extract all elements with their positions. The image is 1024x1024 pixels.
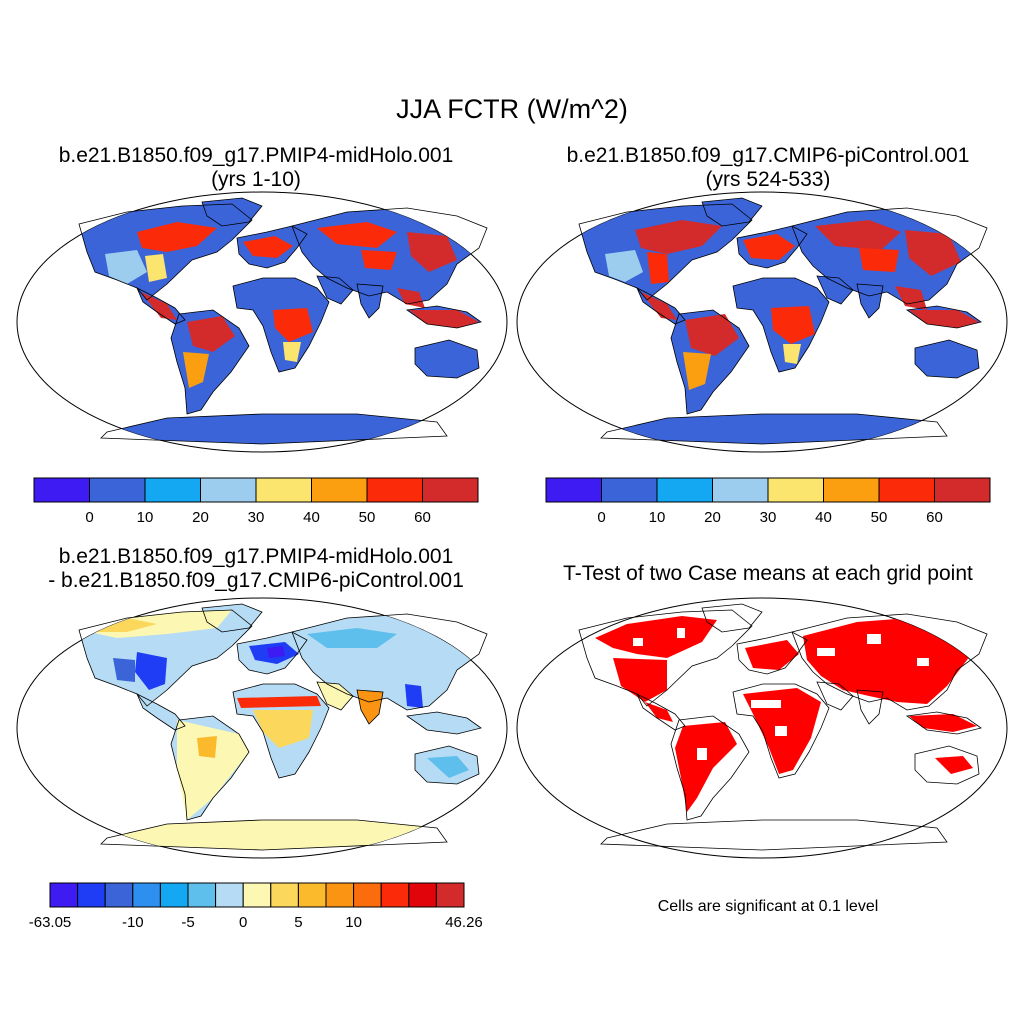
panel1-title: b.e21.B1850.f09_g17.PMIP4-midHolo.001 (y…	[0, 144, 512, 192]
panel1-colorbar-tick-label: 10	[137, 509, 154, 526]
panel3-colorbar-tick-label: -5	[181, 914, 194, 931]
panel1-map	[16, 191, 508, 453]
panel2-colorbar-swatch	[878, 477, 935, 503]
panel1-colorbar-swatch	[144, 477, 201, 503]
panel4-map	[516, 597, 1008, 859]
panel1-colorbar-swatch	[366, 477, 423, 503]
panel3-colorbar-swatch	[380, 882, 410, 908]
panel1-colorbar-tick-label: 20	[192, 509, 209, 526]
panel3-colorbar: -63.05 -10 -5 0 5 10 46.26	[29, 882, 483, 931]
panel1-colorbar-swatch	[255, 477, 312, 503]
panel2-colorbar-swatch	[601, 477, 658, 503]
panel3-colorbar-tick-label: -10	[122, 914, 144, 931]
figure-title: JJA FCTR (W/m^2)	[396, 94, 628, 124]
panel1-title-line2: (yrs 1-10)	[211, 168, 301, 191]
panel4-title: T-Test of two Case means at each grid po…	[512, 562, 1024, 586]
panel2-colorbar-tick-label: 20	[704, 509, 721, 526]
panel2-colorbar-tick-label: 60	[926, 509, 943, 526]
panel2-colorbar: 0 10 20 30 40 50 60	[545, 477, 991, 526]
panel1-colorbar-swatch	[311, 477, 368, 503]
panel3-colorbar-tick-label: 10	[345, 914, 362, 931]
panel2-map	[516, 191, 1008, 453]
panel1-colorbar-swatch	[200, 477, 257, 503]
panel2-colorbar-swatch	[712, 477, 769, 503]
panel3-colorbar-swatch	[325, 882, 355, 908]
panel3-colorbar-swatch	[132, 882, 161, 908]
panel3-map	[16, 597, 508, 859]
panel1-colorbar: 0 10 20 30 40 50 60	[33, 477, 479, 526]
panel3-colorbar-swatch	[297, 882, 327, 908]
panel2-colorbar-tick-label: 10	[649, 509, 666, 526]
panel3-colorbar-tick-label: 5	[294, 914, 302, 931]
panel3-title: b.e21.B1850.f09_g17.PMIP4-midHolo.001 - …	[0, 545, 512, 593]
panel3-colorbar-swatch	[435, 882, 465, 908]
panel1-title-line1: b.e21.B1850.f09_g17.PMIP4-midHolo.001	[58, 144, 454, 167]
panel3-colorbar-swatch	[159, 882, 189, 908]
panel3-colorbar-swatch	[104, 882, 134, 908]
panel1-colorbar-swatch	[89, 477, 146, 503]
panel2-colorbar-swatch	[767, 477, 824, 503]
panel2-colorbar-swatch	[545, 477, 602, 503]
panel3-colorbar-swatch	[187, 882, 217, 908]
panel3-colorbar-tick-label: 46.26	[445, 914, 483, 931]
panel1-colorbar-tick-label: 50	[359, 509, 376, 526]
panel3-colorbar-tick-label: 0	[239, 914, 247, 931]
panel2-colorbar-swatch	[823, 477, 880, 503]
panel3-colorbar-tick-label: -63.05	[29, 914, 72, 931]
panel1-colorbar-tick-label: 30	[248, 509, 265, 526]
panel2-colorbar-tick-label: 50	[871, 509, 888, 526]
panel3-colorbar-swatch	[49, 882, 79, 908]
panel1-colorbar-swatch	[422, 477, 479, 503]
panel2-colorbar-tick-label: 40	[815, 509, 832, 526]
panel1-colorbar-tick-label: 40	[303, 509, 320, 526]
panel3-colorbar-swatch	[408, 882, 437, 908]
panel2-title-line2: (yrs 524-533)	[705, 168, 831, 191]
panel3-colorbar-swatch	[353, 882, 382, 908]
panel3-colorbar-swatch	[270, 882, 299, 908]
panel3-colorbar-swatch	[242, 882, 272, 908]
panel1-colorbar-swatch	[33, 477, 90, 503]
panel3-title-line1: b.e21.B1850.f09_g17.PMIP4-midHolo.001	[58, 545, 454, 568]
panel2-colorbar-tick-label: 30	[760, 509, 777, 526]
panel2-title-line1: b.e21.B1850.f09_g17.CMIP6-piControl.001	[566, 144, 970, 167]
panel4-title-line1: T-Test of two Case means at each grid po…	[563, 562, 973, 585]
panel2-colorbar-swatch	[934, 477, 991, 503]
panel2-title: b.e21.B1850.f09_g17.CMIP6-piControl.001 …	[512, 144, 1024, 192]
panel2-colorbar-swatch	[656, 477, 713, 503]
significance-note: Cells are significant at 0.1 level	[657, 898, 879, 915]
panel3-colorbar-swatch	[215, 882, 244, 908]
panel1-colorbar-tick-label: 0	[85, 509, 93, 526]
panel3-title-line2: - b.e21.B1850.f09_g17.CMIP6-piControl.00…	[48, 569, 464, 592]
panel3-colorbar-swatch	[77, 882, 106, 908]
panel1-colorbar-tick-label: 60	[414, 509, 431, 526]
panel2-colorbar-tick-label: 0	[597, 509, 605, 526]
